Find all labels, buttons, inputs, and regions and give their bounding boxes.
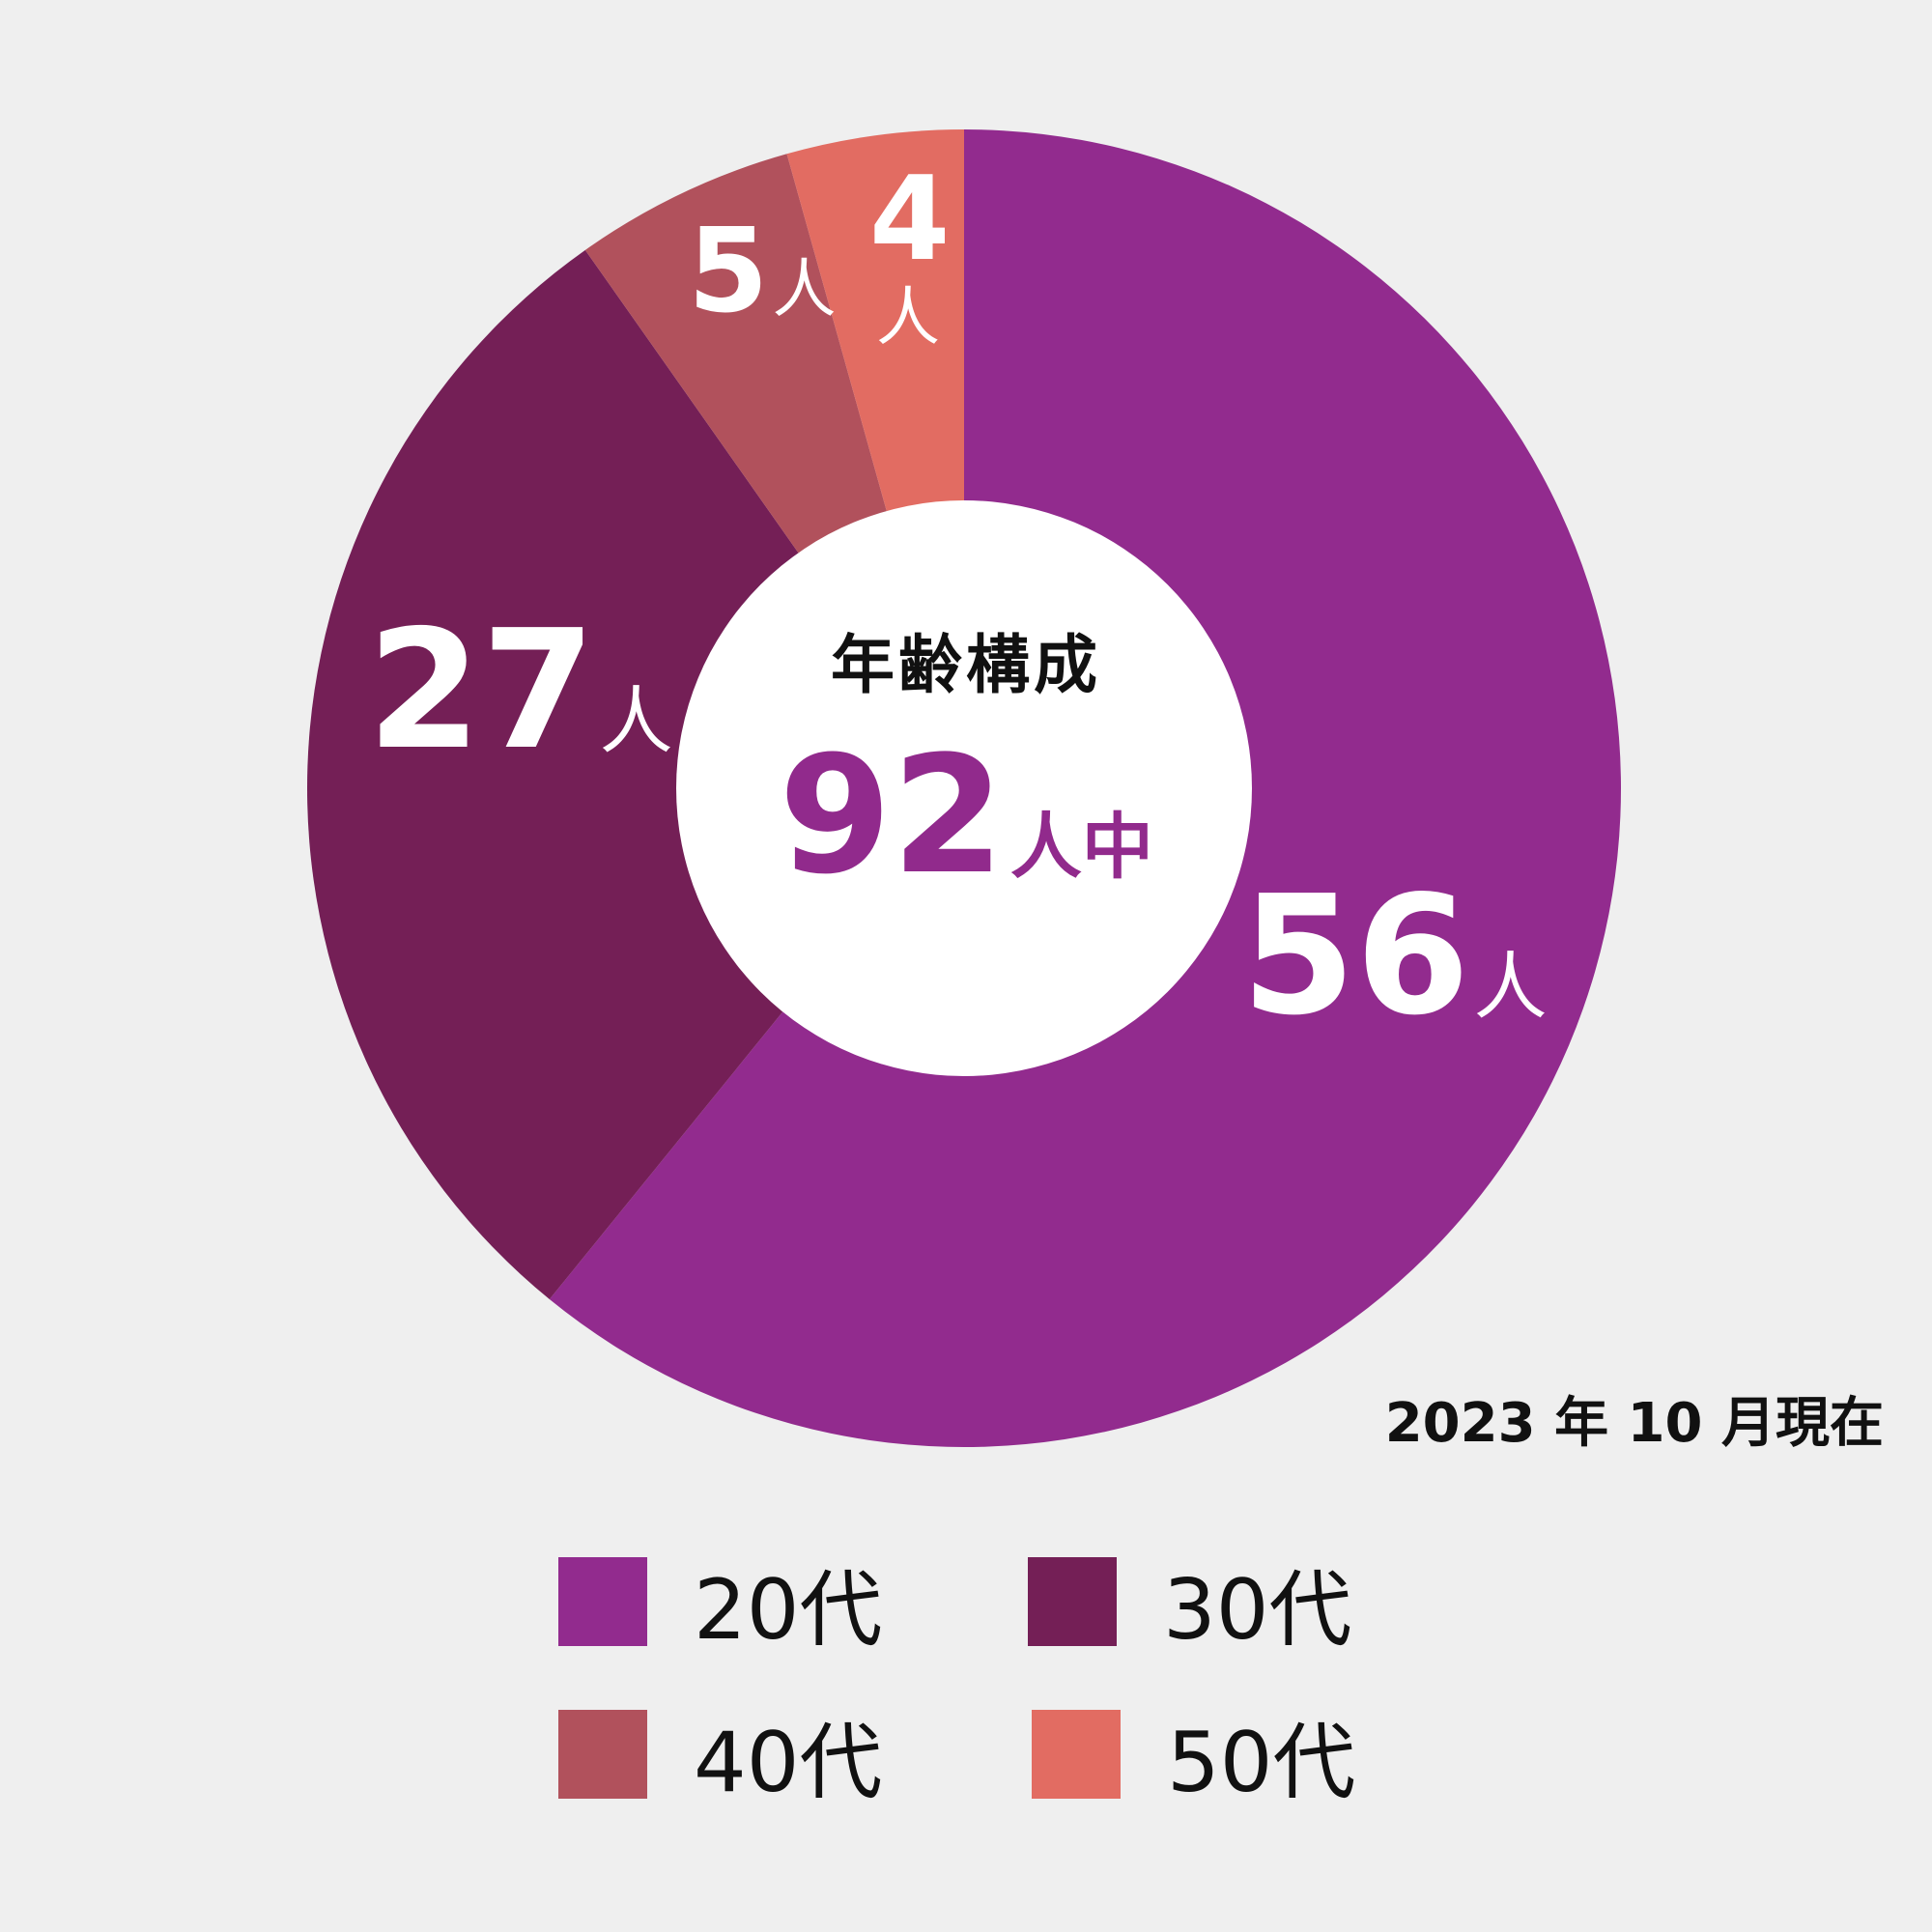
data-label-unit: 人 (1473, 944, 1548, 1030)
data-label-unit: 人 (876, 280, 940, 355)
donut-hole (676, 500, 1252, 1076)
chart-title: 年齢構成 (831, 628, 1101, 702)
date-note: 2023 年 10 月現在 (1384, 1392, 1884, 1455)
total-number: 92 (779, 721, 1005, 910)
legend-label: 50代 (1167, 1714, 1356, 1811)
data-label-40s: 5人 (688, 214, 837, 330)
total-count: 92人中 (676, 734, 1256, 896)
legend-swatch (558, 1710, 647, 1799)
legend-swatch (1032, 1710, 1121, 1799)
legend-item-30s: 30代 (1028, 1557, 1351, 1659)
data-label-value: 4 (869, 153, 951, 287)
legend: 20代 30代 40代 50代 (558, 1557, 1428, 1811)
data-label-value: 56 (1241, 861, 1470, 1052)
data-label-unit: 人 (599, 678, 673, 764)
pie-slice-30代 (306, 249, 964, 1300)
legend-item-50s: 50代 (1032, 1710, 1355, 1811)
total-unit: 人中 (1009, 806, 1153, 889)
data-label-30s: 27人 (367, 609, 673, 773)
legend-label: 30代 (1163, 1561, 1352, 1659)
data-label-20s: 56人 (1241, 874, 1548, 1038)
data-label-value: 5 (688, 205, 769, 339)
legend-item-20s: 20代 (558, 1557, 882, 1659)
legend-swatch (558, 1557, 647, 1646)
legend-label: 20代 (694, 1561, 883, 1659)
legend-swatch (1028, 1557, 1117, 1646)
data-label-value: 27 (367, 595, 596, 786)
legend-label: 40代 (694, 1714, 883, 1811)
legend-item-40s: 40代 (558, 1710, 882, 1811)
data-label-unit: 人 (772, 252, 837, 327)
